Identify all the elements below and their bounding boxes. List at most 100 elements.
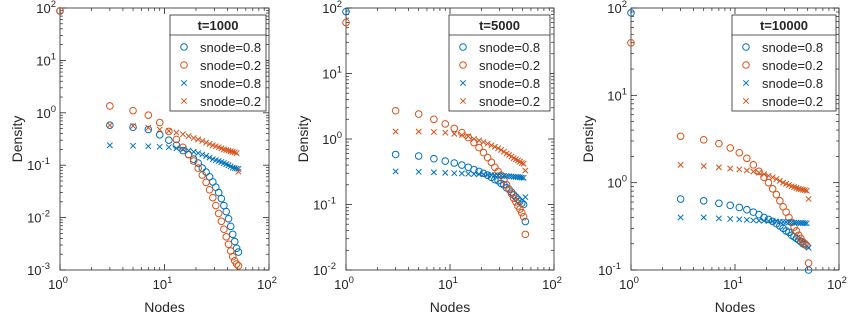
data-point: [517, 208, 526, 217]
data-point: [217, 194, 226, 203]
legend-box: [169, 14, 267, 112]
data-point: [726, 144, 735, 152]
data-point: [342, 7, 350, 16]
data-point: [519, 212, 528, 221]
data-point: [209, 193, 217, 202]
data-point: [391, 150, 400, 159]
data-point: [235, 165, 242, 172]
legend-entry-label: snode=0.8: [200, 40, 261, 55]
data-point: [799, 238, 807, 246]
data-point: [519, 200, 528, 209]
data-point: [224, 214, 233, 223]
data-point: [392, 168, 399, 175]
legend-marker: [459, 43, 467, 51]
data-point: [442, 169, 449, 176]
legend-entry-label: snode=0.8: [762, 76, 823, 91]
data-point: [505, 185, 513, 194]
axes-box: [630, 7, 840, 271]
x-axis-label: Nodes: [430, 299, 470, 315]
data-point: [521, 230, 530, 239]
x-tick-label: 101: [153, 275, 173, 292]
data-point: [676, 195, 685, 203]
data-point: [715, 199, 723, 208]
data-point: [700, 162, 707, 170]
data-point: [788, 219, 795, 226]
data-point: [145, 124, 152, 131]
data-point: [518, 159, 525, 167]
legend-entry-label: snode=0.8: [200, 76, 261, 91]
data-point: [450, 159, 459, 167]
y-tick-label: 102: [607, 0, 627, 16]
data-point: [228, 252, 237, 261]
legend-entry-label: snode=0.2: [762, 94, 823, 109]
data-point: [715, 164, 722, 171]
data-point: [805, 244, 812, 251]
data-point: [790, 223, 798, 231]
data-point: [522, 193, 529, 201]
y-tick-label: 100: [36, 104, 56, 121]
y-tick-label: 10-1: [598, 261, 621, 278]
data-point: [776, 196, 784, 205]
legend-marker: [180, 97, 188, 105]
data-point: [465, 170, 472, 177]
data-point: [736, 166, 743, 173]
data-point: [155, 131, 164, 139]
data-point: [414, 152, 423, 160]
data-point: [470, 170, 478, 178]
legend-marker: [742, 43, 750, 51]
data-point: [232, 260, 241, 268]
data-point: [735, 148, 744, 157]
data-point: [223, 146, 230, 154]
data-point: [233, 150, 240, 157]
legend-entry-label: snode=0.2: [762, 58, 823, 73]
y-axis-label: Density: [580, 116, 596, 163]
data-point: [179, 146, 186, 153]
data-point: [222, 207, 231, 216]
data-point: [202, 178, 210, 187]
legend-box: [731, 14, 837, 112]
data-point: [518, 174, 525, 181]
data-point: [776, 177, 783, 184]
data-point: [495, 145, 502, 152]
legend-marker: [742, 61, 750, 69]
data-point: [430, 154, 438, 163]
data-point: [430, 115, 438, 124]
data-point: [458, 131, 465, 139]
data-point: [801, 239, 809, 248]
axes-box: [345, 7, 555, 271]
data-point: [502, 180, 511, 189]
x-tick-label: 102: [257, 275, 277, 292]
data-point: [491, 175, 499, 184]
data-point: [470, 135, 478, 143]
y-tick-label: 10-1: [313, 196, 336, 213]
data-point: [165, 127, 173, 136]
data-point: [235, 168, 242, 175]
data-point: [430, 128, 437, 136]
data-point: [342, 18, 350, 27]
y-tick-label: 101: [322, 65, 342, 82]
data-point: [217, 217, 226, 226]
data-point: [465, 133, 472, 140]
y-tick-label: 101: [36, 51, 56, 68]
data-point: [803, 187, 810, 194]
data-point: [430, 169, 437, 176]
series-2: [56, 7, 243, 270]
data-point: [676, 132, 685, 141]
data-point: [491, 143, 498, 150]
data-point: [230, 237, 239, 246]
y-axis-label: Density: [9, 116, 25, 163]
series-4: [677, 161, 812, 203]
data-point: [56, 7, 64, 15]
data-point: [212, 201, 220, 210]
data-point: [480, 138, 487, 146]
x-tick-label: 101: [723, 275, 743, 292]
legend-entry-label: snode=0.8: [479, 40, 540, 55]
data-point: [699, 135, 708, 144]
x-axis-label: Nodes: [144, 299, 184, 315]
data-point: [206, 154, 213, 161]
series-3: [106, 142, 242, 172]
data-point: [755, 169, 763, 176]
data-point: [803, 220, 810, 227]
legend: t=10000 snode=0.8 snode=0.2 snode=0.8 snode=…: [731, 14, 837, 112]
data-point: [768, 185, 777, 193]
